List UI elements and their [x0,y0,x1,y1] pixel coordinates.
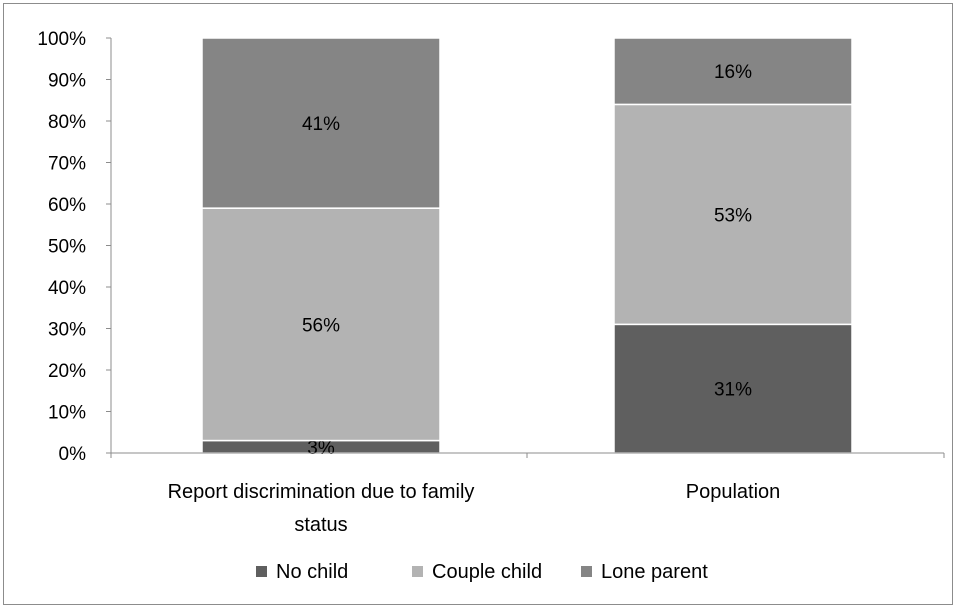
data-label: 16% [714,62,752,83]
legend-swatch [256,566,267,577]
y-tick-label: 20% [48,361,86,382]
data-label: 3% [307,438,335,459]
y-tick-label: 30% [48,320,86,341]
y-tick-label: 40% [48,278,86,299]
y-tick-label: 0% [59,444,87,465]
bar-segment [201,37,441,209]
bar-segment [613,37,853,106]
x-category-label: Report discrimination due to family [168,481,475,503]
y-tick-label: 60% [48,195,86,216]
bar-segment [613,103,853,326]
legend-swatch [412,566,423,577]
y-tick-label: 90% [48,71,86,92]
bar-segment [201,207,441,442]
y-tick-label: 10% [48,403,86,424]
data-label: 53% [714,205,752,226]
y-tick-label: 100% [37,29,86,50]
stacked-bar-chart: 0% 10% 20% 30% 40% 50% 60% 70% 80% 90% 100% 3% 56% 41… [37,29,945,583]
legend-label: No child [276,561,348,583]
x-category-label: Population [686,481,781,503]
legend-swatch [581,566,592,577]
data-label: 41% [302,114,340,135]
data-label: 56% [302,315,340,336]
data-label: 31% [714,380,752,401]
y-tick-label: 50% [48,237,86,258]
legend-label: Couple child [432,561,542,583]
y-tick-label: 80% [48,112,86,133]
legend-label: Lone parent [601,561,708,583]
y-tick-label: 70% [48,154,86,175]
bar-segment [613,323,853,454]
x-category-label: status [294,514,347,536]
chart-frame: 0% 10% 20% 30% 40% 50% 60% 70% 80% 90% 100% 3% 56% 41… [3,3,953,605]
